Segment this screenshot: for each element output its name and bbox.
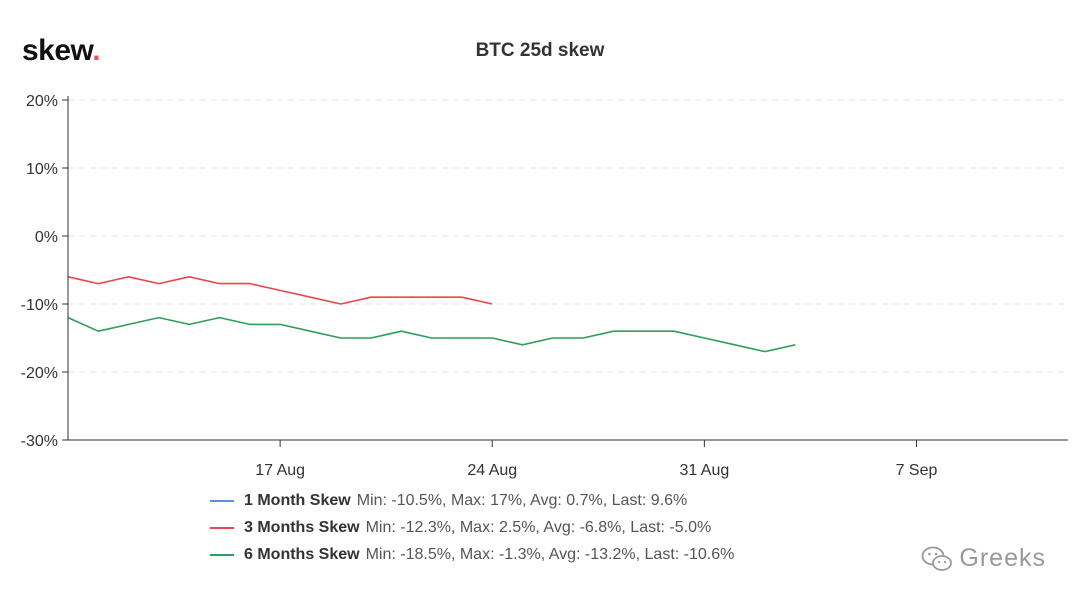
- legend-series-stats: Min: -12.3%, Max: 2.5%, Avg: -6.8%, Last…: [365, 518, 712, 536]
- x-tick-label: 17 Aug: [255, 462, 305, 479]
- watermark: Greeks: [921, 544, 1046, 573]
- y-tick-label: -20%: [21, 365, 58, 382]
- legend-swatch-6m: [210, 553, 234, 556]
- wechat-icon: [922, 546, 953, 571]
- x-tick-label: 7 Sep: [896, 462, 938, 479]
- legend-swatch-3m: [210, 526, 234, 529]
- legend-series-name: 3 Months Skew: [244, 518, 360, 536]
- y-tick-label: 10%: [26, 161, 58, 178]
- skew-logo: skew.: [22, 34, 101, 67]
- series-line-3: [67, 316, 796, 353]
- grid-lines: [68, 99, 1068, 373]
- legend-series-stats: Min: -18.5%, Max: -1.3%, Avg: -13.2%, La…: [365, 545, 735, 563]
- legend-item-3m[interactable]: 3 Months Skew Min: -12.3%, Max: 2.5%, Av…: [210, 514, 734, 541]
- chart-title: BTC 25d skew: [475, 40, 605, 61]
- series-line-2: [67, 275, 493, 305]
- y-tick-label: 20%: [26, 93, 58, 110]
- legend-item-1m[interactable]: 1 Month Skew Min: -10.5%, Max: 17%, Avg:…: [210, 487, 734, 514]
- legend-item-6m[interactable]: 6 Months Skew Min: -18.5%, Max: -1.3%, A…: [210, 541, 734, 568]
- watermark-text: Greeks: [959, 544, 1046, 572]
- legend-series-name: 1 Month Skew: [244, 491, 351, 509]
- x-tick-label: 24 Aug: [467, 462, 517, 479]
- y-tick-label: 0%: [35, 229, 58, 246]
- x-tick-label: 31 Aug: [679, 462, 729, 479]
- legend: 1 Month Skew Min: -10.5%, Max: 17%, Avg:…: [210, 487, 734, 568]
- legend-series-stats: Min: -10.5%, Max: 17%, Avg: 0.7%, Last: …: [356, 491, 688, 509]
- y-tick-label: -10%: [21, 297, 58, 314]
- axes: 20% 10% 0% -10% -20% -30% 17 Aug 24 Aug 31 Aug 7 …: [21, 93, 1068, 479]
- y-tick-label: -30%: [21, 433, 58, 450]
- legend-swatch-1m: [210, 499, 234, 502]
- series-lines: [67, 275, 796, 353]
- legend-series-name: 6 Months Skew: [244, 545, 360, 563]
